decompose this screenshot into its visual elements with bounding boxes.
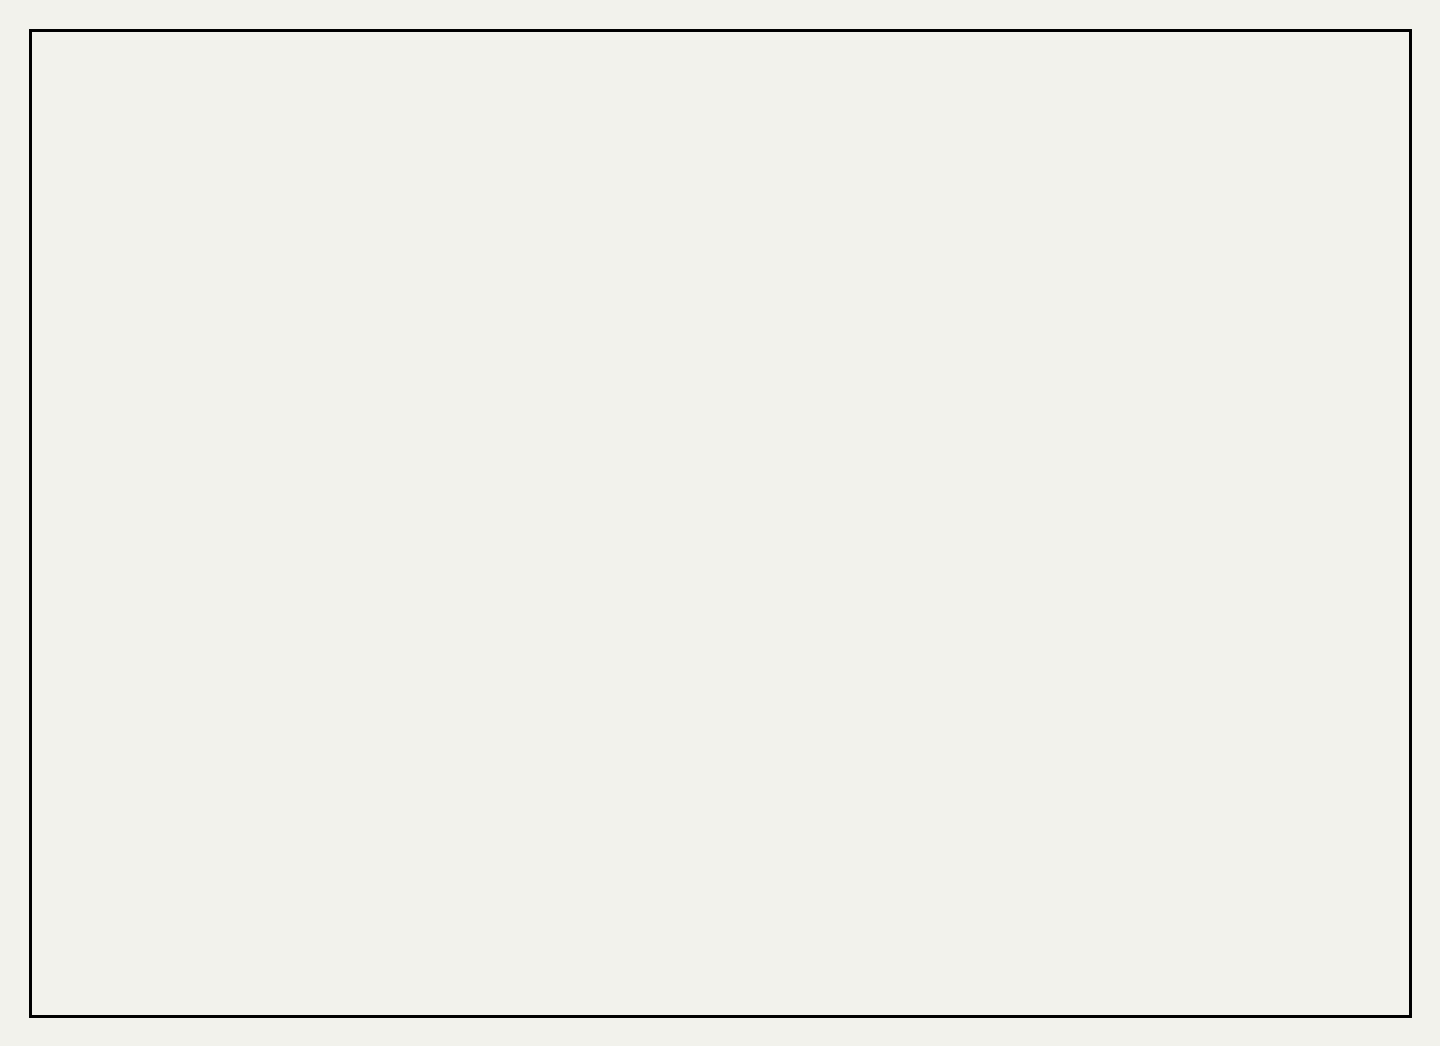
Text: 郁银泉: 郁银泉: [876, 957, 896, 967]
Bar: [336, 631, 346, 771]
Text: 桁架上下弦钢筋与梁垂直且悬挑较短时: 桁架上下弦钢筋与梁垂直且悬挑较短时: [812, 386, 982, 404]
Text: 注：楼板中附加钢筋根据计算结果及构造要求确定。: 注：楼板中附加钢筋根据计算结果及构造要求确定。: [780, 654, 963, 666]
Bar: [336, 582, 706, 622]
Text: （不同悬挑长度与板厚的要求详见表62）: （不同悬挑长度与板厚的要求详见表62）: [132, 407, 287, 419]
Polygon shape: [431, 131, 441, 143]
Text: 页: 页: [1276, 955, 1283, 969]
Bar: [904, 341, 996, 353]
Text: 封边板与上层: 封边板与上层: [85, 141, 130, 155]
Text: 校对: 校对: [927, 957, 942, 967]
Text: 钢筋点焊: 钢筋点焊: [75, 552, 105, 566]
Text: 封边板与上层: 封边板与上层: [755, 141, 801, 155]
Bar: [243, 341, 336, 353]
Text: 63: 63: [1351, 955, 1369, 970]
Bar: [287, 165, 626, 201]
Text: 李利民: 李利民: [1089, 957, 1107, 967]
Text: 封边板与上层: 封边板与上层: [75, 539, 120, 551]
Text: （不同悬挑长度与板厚的要求详见表62）: （不同悬挑长度与板厚的要求详见表62）: [809, 407, 963, 419]
Bar: [294, 620, 386, 631]
Text: 50: 50: [307, 131, 323, 143]
Text: a: a: [259, 131, 266, 143]
Text: a: a: [517, 547, 524, 561]
Text: 两排拉铆钉@300: 两排拉铆钉@300: [75, 609, 148, 621]
Text: 钢筋点焊: 钢筋点焊: [85, 156, 115, 168]
Bar: [243, 200, 336, 211]
Text: t厚钢板收边: t厚钢板收边: [85, 208, 127, 222]
Text: 1: 1: [111, 387, 120, 403]
Text: a: a: [919, 131, 926, 143]
Polygon shape: [1080, 131, 1092, 143]
Text: 王  喆: 王 喆: [955, 957, 975, 967]
Text: 图集号: 图集号: [1270, 909, 1290, 922]
Text: 3: 3: [109, 867, 120, 883]
Text: 桁架上下弦钢筋与梁垂直且悬挑较长时: 桁架上下弦钢筋与梁垂直且悬挑较长时: [135, 866, 305, 884]
Bar: [294, 771, 386, 782]
Text: t厚钢板收边: t厚钢板收边: [75, 584, 118, 596]
Text: h₁为钢筋桁架高度: h₁为钢筋桁架高度: [75, 810, 140, 822]
Bar: [940, 163, 948, 203]
Bar: [946, 165, 1256, 201]
Bar: [819, 900, 1400, 986]
Text: 50: 50: [968, 131, 984, 143]
Text: 16G519: 16G519: [1331, 908, 1390, 923]
Bar: [281, 163, 288, 203]
Text: 钢筋点焊: 钢筋点焊: [755, 156, 785, 168]
Bar: [904, 200, 996, 211]
Bar: [945, 211, 955, 341]
Text: 郁银泉: 郁银泉: [852, 957, 871, 967]
Text: 李利民: 李利民: [1148, 957, 1168, 967]
Text: t厚钢板收边: t厚钢板收边: [755, 208, 798, 222]
Text: t  25/300: t 25/300: [444, 131, 504, 143]
Text: 钢筋桁架楼承板的边缘节点: 钢筋桁架楼承板的边缘节点: [945, 909, 1115, 933]
Text: 100: 100: [379, 818, 402, 831]
Text: 审核: 审核: [825, 957, 838, 967]
Text: 设计: 设计: [1060, 957, 1073, 967]
Text: 桁架上下弦钢筋与梁平行且悬挑较短时: 桁架上下弦钢筋与梁平行且悬挑较短时: [135, 386, 305, 404]
Bar: [331, 579, 338, 624]
Text: a>7h₁时，该临时支撑: a>7h₁时，该临时支撑: [75, 794, 167, 806]
Text: t  25/300: t 25/300: [1093, 131, 1153, 143]
Bar: [285, 211, 295, 341]
Text: 王喆: 王喆: [1008, 957, 1021, 967]
Text: 2: 2: [788, 387, 796, 403]
